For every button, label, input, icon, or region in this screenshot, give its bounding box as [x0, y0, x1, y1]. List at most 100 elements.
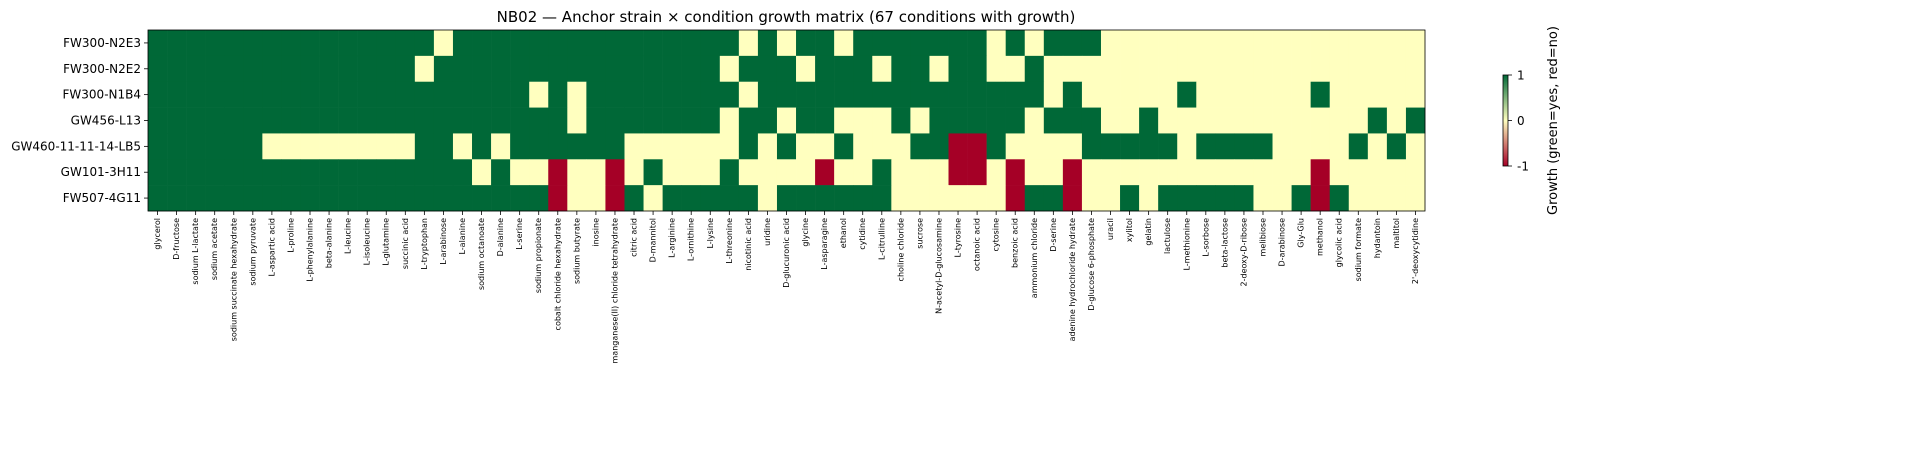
- heatmap-cell: [1196, 185, 1216, 212]
- heatmap-cell: [510, 81, 530, 108]
- x-tick-label: L-isoleucine: [363, 218, 372, 265]
- heatmap-cell: [586, 30, 606, 57]
- heatmap-cell: [167, 133, 187, 160]
- heatmap-cell: [948, 30, 968, 57]
- x-tick-label: methanol: [1316, 218, 1325, 256]
- heatmap-cell: [1348, 133, 1369, 160]
- heatmap-cell: [1348, 30, 1369, 57]
- heatmap-cell: [853, 107, 873, 134]
- heatmap-cell: [643, 30, 663, 57]
- x-tick-label: D-arabinose: [1278, 218, 1287, 267]
- heatmap-cell: [1348, 185, 1369, 212]
- heatmap-cell: [1215, 55, 1235, 83]
- heatmap-cell: [815, 107, 835, 134]
- heatmap-cell: [1158, 133, 1178, 160]
- heatmap-cell: [1120, 107, 1140, 134]
- heatmap-cell: [986, 185, 1006, 212]
- heatmap-cell: [395, 107, 416, 134]
- heatmap-cell: [1043, 30, 1064, 57]
- heatmap-cell: [205, 185, 225, 212]
- heatmap-cell: [167, 81, 187, 108]
- heatmap-cell: [338, 81, 358, 108]
- heatmap-cell: [910, 81, 930, 108]
- heatmap-cell: [872, 159, 892, 186]
- heatmap-cell: [1291, 159, 1311, 186]
- heatmap-cell: [357, 159, 378, 186]
- x-tick-label: uracil: [1106, 218, 1115, 240]
- heatmap-cell: [776, 133, 797, 160]
- heatmap-cell: [738, 81, 759, 108]
- x-tick-label: manganese(II) chloride tetrahydrate: [610, 218, 619, 364]
- heatmap-cell: [262, 159, 282, 186]
- heatmap-cell: [891, 107, 911, 134]
- heatmap-cell: [357, 81, 378, 108]
- heatmap-cell: [910, 107, 930, 134]
- heatmap-cell: [452, 133, 473, 160]
- heatmap-cell: [700, 185, 721, 212]
- heatmap-cell: [186, 107, 206, 134]
- x-tick-label: L-tryptophan: [420, 218, 429, 270]
- heatmap-cell: [1081, 159, 1102, 186]
- x-tick-label: L-arginine: [668, 218, 677, 258]
- heatmap-cell: [1100, 159, 1121, 186]
- colorbar: [1502, 74, 1509, 167]
- heatmap-cell: [1329, 81, 1350, 108]
- heatmap-cell: [796, 159, 816, 186]
- heatmap-cell: [1043, 107, 1064, 134]
- heatmap-cell: [1177, 133, 1197, 160]
- x-tick-label: 2-deoxy-D-ribose: [1239, 218, 1248, 287]
- heatmap-cell: [757, 133, 778, 160]
- x-tick-label: ammonium chloride: [1030, 218, 1039, 298]
- x-tick-label: beta-lactose: [1220, 218, 1229, 268]
- heatmap-cell: [986, 81, 1006, 108]
- heatmap-cell: [300, 185, 320, 212]
- heatmap-cell: [681, 55, 702, 83]
- heatmap-cell: [1158, 159, 1178, 186]
- heatmap-cell: [910, 30, 930, 57]
- x-tick-label: L-sorbose: [1201, 218, 1210, 257]
- x-tick-label: L-serine: [515, 218, 524, 250]
- heatmap-cell: [529, 107, 549, 134]
- colorbar-tick-label: 0: [1517, 114, 1525, 128]
- heatmap-cell: [243, 30, 263, 57]
- heatmap-cell: [1291, 81, 1311, 108]
- heatmap-cell: [338, 133, 358, 160]
- heatmap-cell: [662, 185, 682, 212]
- heatmap-cell: [262, 55, 282, 83]
- heatmap-cell: [205, 55, 225, 83]
- heatmap-cell: [1310, 107, 1331, 134]
- heatmap-cell: [853, 185, 873, 212]
- heatmap-cell: [1158, 81, 1178, 108]
- x-tick-label: L-asparagine: [820, 218, 829, 270]
- heatmap-cell: [1100, 81, 1121, 108]
- heatmap-cell: [167, 185, 187, 212]
- x-tick-label: sodium L-lactate: [191, 218, 200, 285]
- heatmap-cell: [1348, 107, 1369, 134]
- heatmap-cell: [510, 55, 530, 83]
- heatmap-cell: [1291, 185, 1311, 212]
- heatmap-cell: [414, 30, 435, 57]
- heatmap-cell: [605, 30, 625, 57]
- heatmap-cell: [491, 81, 511, 108]
- heatmap-cell: [872, 81, 892, 108]
- heatmap-cell: [1139, 133, 1159, 160]
- heatmap-cell: [205, 159, 225, 186]
- x-tick-label: D-fructose: [172, 218, 181, 260]
- heatmap-cell: [433, 133, 454, 160]
- heatmap-cell: [472, 185, 492, 212]
- x-tick-label: octanoic acid: [973, 218, 982, 271]
- heatmap-cell: [529, 30, 549, 57]
- heatmap-cell: [1120, 30, 1140, 57]
- heatmap-cell: [815, 30, 835, 57]
- y-tick-label: FW507-4G11: [63, 191, 141, 205]
- heatmap-cell: [395, 81, 416, 108]
- heatmap-cell: [891, 159, 911, 186]
- heatmap-cell: [872, 55, 892, 83]
- heatmap-cell: [776, 30, 797, 57]
- heatmap-cell: [414, 185, 435, 212]
- heatmap-cell: [491, 185, 511, 212]
- heatmap-cell: [643, 185, 663, 212]
- heatmap-cell: [567, 30, 587, 57]
- heatmap-cell: [567, 185, 587, 212]
